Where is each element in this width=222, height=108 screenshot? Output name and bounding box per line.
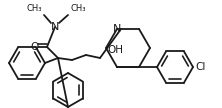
Text: OH: OH <box>107 45 123 55</box>
Text: Cl: Cl <box>195 62 205 72</box>
Text: CH₃: CH₃ <box>26 4 42 13</box>
Text: O: O <box>30 42 38 52</box>
Text: CH₃: CH₃ <box>70 4 85 13</box>
Text: N: N <box>51 22 59 32</box>
Text: N: N <box>113 24 121 34</box>
